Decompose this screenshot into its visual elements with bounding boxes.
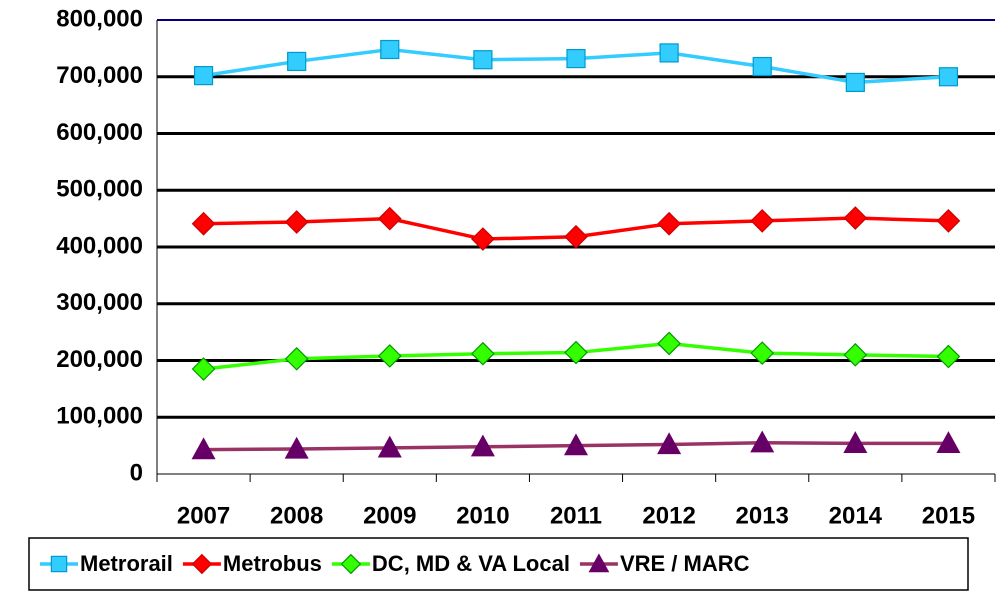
marker [657,211,681,236]
marker [50,555,68,573]
marker [473,50,493,70]
y-tick-label: 200,000 [56,346,143,373]
marker [752,56,772,77]
marker [750,341,775,365]
marker [193,66,214,86]
marker [750,430,775,453]
x-tick-label: 2011 [550,502,602,529]
marker [936,209,961,233]
y-tick-label: 100,000 [56,403,143,430]
marker [750,209,775,233]
x-tick-label: 2015 [922,502,975,529]
marker [588,553,610,573]
marker [377,344,402,368]
y-tick-label: 500,000 [56,176,143,203]
legend-label: Metrobus [223,551,322,576]
y-tick-label: 0 [130,459,143,486]
marker [843,431,868,453]
marker [471,341,495,366]
marker [659,43,679,63]
x-tick-label: 2012 [642,502,695,529]
marker [938,67,959,87]
x-tick-label: 2010 [456,502,509,529]
x-tick-label: 2008 [270,502,323,529]
marker [564,340,588,365]
marker [284,436,309,459]
marker [936,344,961,369]
legend: Metrorail Metrobus DC, MD & VA Local VRE / … [28,537,969,591]
legend-label: VRE / MARC [620,551,750,576]
legend-label: DC, MD & VA Local [372,551,570,576]
y-tick-label: 700,000 [56,62,143,89]
marker [284,346,309,371]
marker [566,48,586,69]
marker [845,72,865,93]
marker [936,431,961,453]
y-tick-label: 600,000 [56,119,143,146]
marker [340,553,362,575]
marker [377,206,402,231]
marker [191,553,213,575]
marker [287,51,307,72]
x-tick-label: 2013 [736,502,789,529]
marker [284,210,309,234]
marker [843,342,868,367]
marker [657,432,682,455]
y-tick-label: 800,000 [56,5,143,32]
marker [564,224,588,249]
marker [377,435,402,458]
x-tick-label: 2014 [829,502,883,529]
marker [471,227,495,251]
marker [191,437,216,460]
marker [191,211,216,236]
y-tick-label: 400,000 [56,232,143,259]
marker [380,39,400,60]
marker [843,206,868,230]
legend-label: Metrorail [80,551,173,576]
marker [191,357,216,381]
x-tick-label: 2009 [363,502,416,529]
y-tick-label: 300,000 [56,289,143,316]
x-tick-label: 2007 [177,502,230,529]
marker [470,434,495,457]
marker [657,331,681,356]
marker [563,433,589,456]
